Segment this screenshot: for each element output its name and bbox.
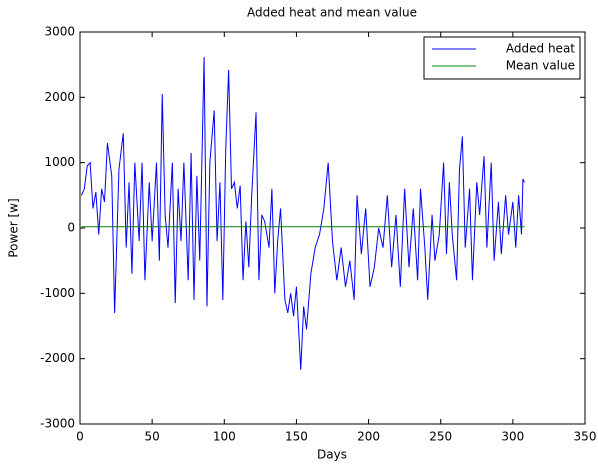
y-tick-label: 1000 bbox=[44, 155, 75, 169]
y-tick-label: 2000 bbox=[44, 90, 75, 104]
y-tick-label: -1000 bbox=[40, 286, 75, 300]
y-axis-label: Power [w] bbox=[7, 198, 21, 257]
x-tick-label: 100 bbox=[213, 430, 236, 444]
plot-frame bbox=[79, 31, 586, 425]
x-tick-label: 150 bbox=[285, 430, 308, 444]
plot-area bbox=[80, 32, 585, 424]
x-tick-label: 200 bbox=[357, 430, 380, 444]
legend-label: Mean value bbox=[506, 59, 575, 73]
x-tick-label: 350 bbox=[574, 430, 597, 444]
x-tick-label: 50 bbox=[145, 430, 160, 444]
legend-label: Added heat bbox=[506, 42, 575, 56]
y-tick-label: 3000 bbox=[44, 25, 75, 39]
data-line bbox=[80, 56, 525, 370]
legend-box bbox=[423, 36, 581, 80]
x-axis-label: Days bbox=[317, 448, 347, 462]
y-tick-label: -2000 bbox=[40, 351, 75, 365]
x-tick-label: 0 bbox=[76, 430, 84, 444]
chart-title: Added heat and mean value bbox=[247, 6, 417, 20]
y-tick-label: -3000 bbox=[40, 417, 75, 431]
y-tick-label: 0 bbox=[67, 221, 75, 235]
x-tick-label: 300 bbox=[501, 430, 524, 444]
x-tick-label: 250 bbox=[429, 430, 452, 444]
